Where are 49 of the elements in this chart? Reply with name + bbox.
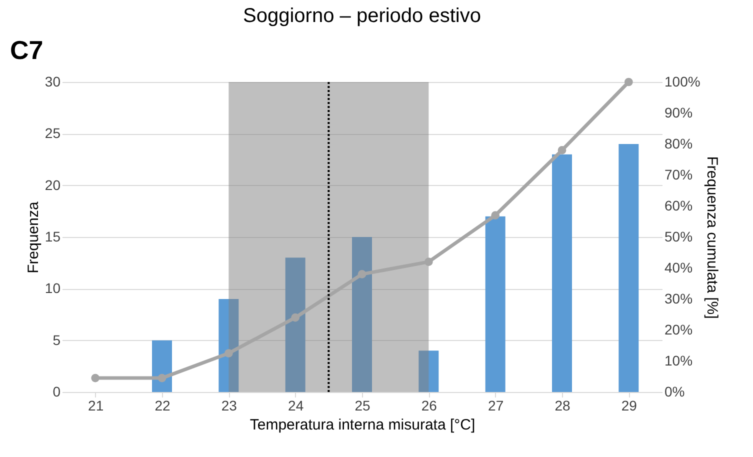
bar [152, 340, 172, 392]
y-tick-label: 5 [52, 332, 61, 348]
x-tick-label: 26 [421, 398, 438, 414]
x-axis-title: Temperatura interna misurata [°C] [250, 416, 476, 434]
text: C7 [10, 35, 44, 65]
y2-tick-label: 100% [664, 74, 700, 90]
y-tick-label: 10 [44, 280, 61, 296]
y2-tick-label: 90% [664, 104, 693, 120]
y2-tick-label: 10% [664, 352, 693, 368]
y-tick-label: 25 [44, 125, 61, 142]
x-tick-label: 25 [354, 398, 370, 414]
y2-tick-label: 40% [664, 260, 693, 276]
y2-tick-label: 50% [664, 228, 693, 244]
y2-tick-label: 30% [664, 290, 693, 306]
y-tick-label: 20 [44, 176, 61, 193]
y2-tick-label: 80% [664, 136, 693, 152]
x-tick-label: 22 [154, 398, 170, 414]
y-tick-label: 0 [52, 384, 61, 400]
x-tick-label: 24 [288, 398, 304, 414]
y2-tick-label: 20% [664, 322, 693, 338]
x-tick-label: 23 [221, 398, 238, 414]
y2-axis-title: Frequenza cumulata [%] [703, 156, 720, 319]
x-tick-label: 29 [621, 398, 638, 414]
point [358, 270, 366, 278]
bar [618, 144, 639, 392]
point [224, 349, 233, 358]
point [158, 374, 166, 382]
point [91, 374, 100, 382]
x-tick-label: 28 [554, 398, 570, 414]
y2-tick-label: 0% [664, 384, 685, 400]
point [424, 258, 433, 266]
y-axis-title: Frequenza [24, 200, 42, 274]
y2-tick-label: 60% [664, 198, 693, 214]
point [558, 146, 566, 154]
x-tick-label: 27 [488, 398, 504, 414]
bar [352, 237, 372, 392]
chart-title: Soggiorno – periodo estivo [243, 5, 481, 27]
x-tick-label: 21 [88, 398, 104, 414]
bar [285, 258, 306, 392]
point [624, 78, 633, 86]
y-tick-label: 15 [44, 228, 61, 244]
y2-tick-label: 70% [664, 166, 693, 182]
y-tick-label: 30 [44, 74, 61, 90]
point [491, 211, 500, 220]
bar [418, 350, 439, 392]
point [291, 313, 300, 322]
bar [552, 154, 572, 392]
bar [218, 299, 239, 392]
bar [485, 216, 506, 392]
